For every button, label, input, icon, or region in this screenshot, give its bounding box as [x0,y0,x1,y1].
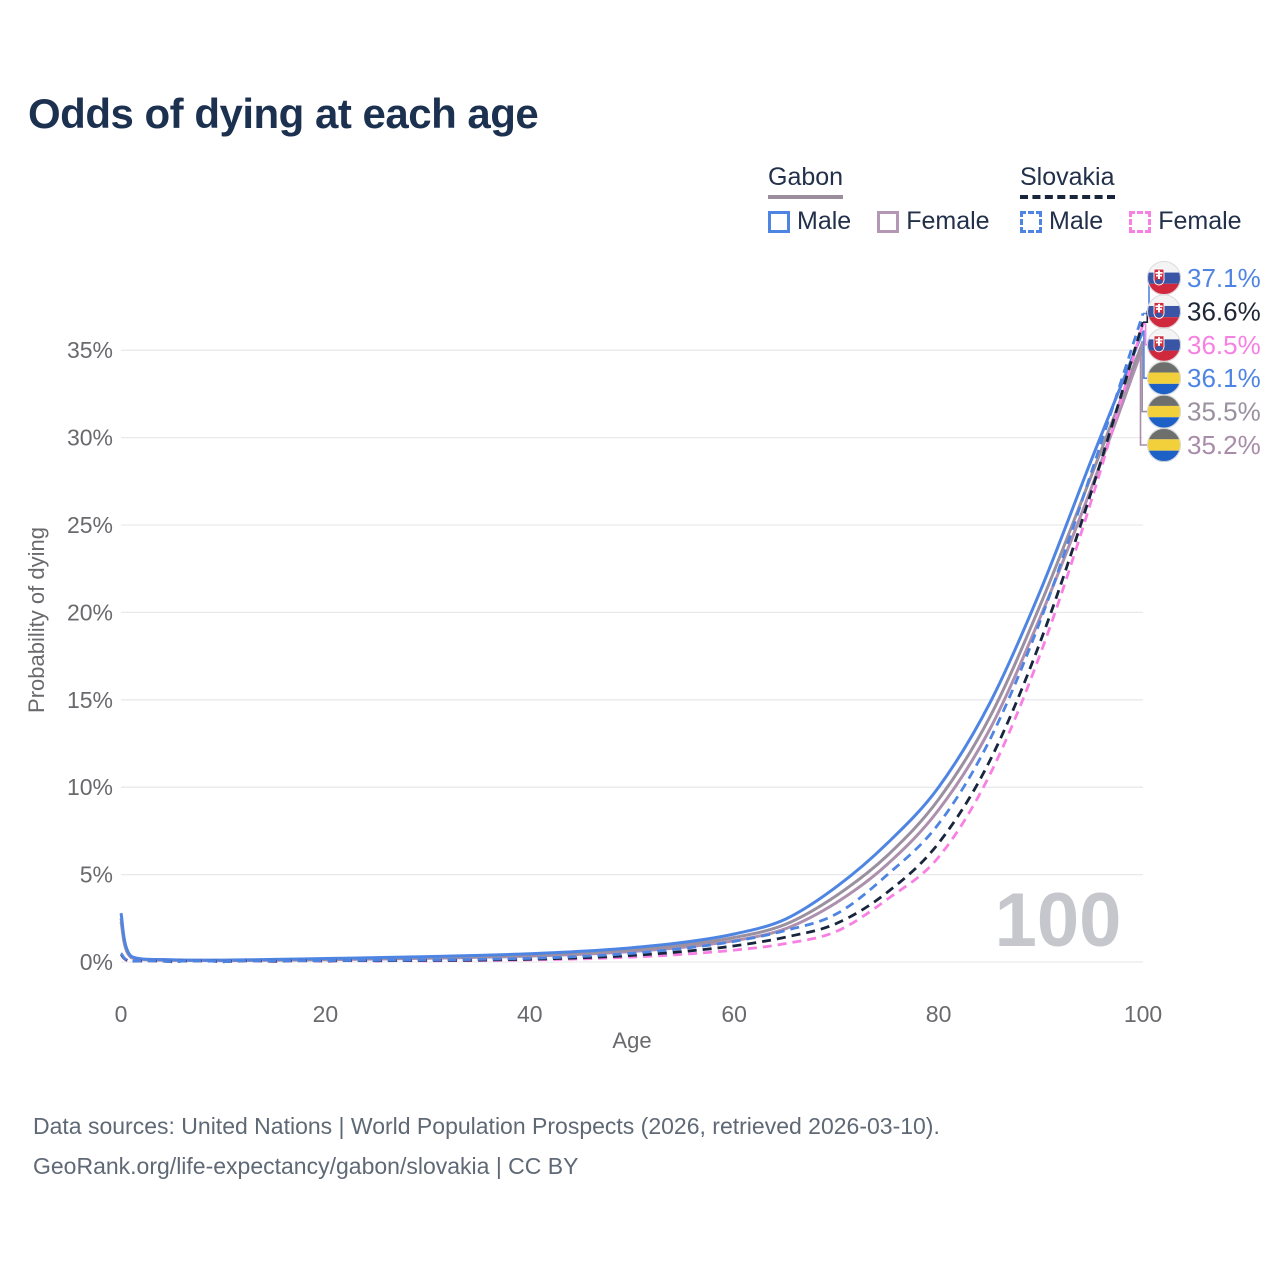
x-tick-label: 80 [926,1001,952,1027]
age-watermark: 100 [995,878,1122,963]
x-tick-label: 60 [721,1001,747,1027]
y-tick-label: 0% [80,949,113,975]
end-label-connector [1139,345,1150,446]
series-line-gabon-both [119,340,1145,962]
end-value-label-slovakia-female: 36.5% [1187,330,1261,360]
flag-icon-slovakia [1147,294,1181,329]
legend-group-gabon: Gabon Male Female [768,163,990,236]
end-value-label-gabon-female: 35.2% [1187,430,1261,460]
x-tick-label: 40 [517,1001,543,1027]
flag-icon-slovakia [1147,261,1181,295]
legend-label-slovakia-male: Male [1049,207,1104,235]
footer: Data sources: United Nations | World Pop… [33,1106,940,1186]
end-value-label-slovakia-male: 37.1% [1187,263,1261,293]
legend-group-slovakia: Slovakia Male Female [1020,163,1242,236]
legend-label-slovakia-female: Female [1158,207,1242,235]
end-value-label-gabon-both: 35.5% [1187,397,1261,427]
slovakia-emblem [1153,268,1165,286]
y-tick-label: 20% [67,599,113,625]
legend-label-gabon-female: Female [906,207,990,235]
page-title: Odds of dying at each age [28,90,539,137]
y-tick-label: 15% [67,687,113,713]
legend-item-gabon-male[interactable]: Male [768,207,851,236]
y-tick-label: 10% [67,774,113,800]
end-label-connector [1143,330,1150,379]
end-value-label-slovakia-both: 36.6% [1187,296,1261,326]
flag-icon-gabon [1147,428,1181,462]
legend-country-slovakia[interactable]: Slovakia [1020,163,1115,199]
slovakia-male-swatch-icon [1020,210,1042,233]
mortality-line-chart[interactable]: 0% 5% 10% 15% 20% 25% 30% 35% 0 20 40 60 80 100 Age Pro… [0,0,1280,1090]
gabon-male-swatch-icon [768,210,790,233]
legend-item-slovakia-male[interactable]: Male [1020,207,1103,236]
y-tick-label: 35% [67,337,113,363]
end-value-label-gabon-male: 36.1% [1187,363,1261,393]
data-sources-text: Data sources: United Nations | World Pop… [33,1113,940,1139]
series-line-gabon-female [119,346,1145,963]
legend-item-gabon-female[interactable]: Female [877,207,990,236]
legend-label-gabon-male: Male [797,207,852,235]
y-axis-title: Probability of dying [24,527,49,713]
y-tick-label: 25% [67,512,113,538]
end-label-connector [1141,340,1150,413]
slovakia-emblem [1153,335,1165,353]
slovakia-emblem [1153,301,1165,319]
legend-country-gabon[interactable]: Gabon [768,163,844,199]
x-tick-label: 20 [313,1001,339,1027]
attribution-text: GeoRank.org/life-expectancy/gabon/slovak… [33,1153,579,1179]
flag-icon-slovakia [1147,327,1181,362]
x-axis-title: Age [612,1028,651,1053]
gabon-female-swatch-icon [877,210,900,233]
flag-icon-gabon [1147,361,1181,396]
series-line-slovakia-both [119,321,1145,964]
y-tick-label: 5% [80,862,113,888]
legend-item-slovakia-female[interactable]: Female [1129,207,1242,236]
y-tick-label: 30% [67,425,113,451]
series-line-slovakia-female [120,323,1145,964]
series-line-gabon-male [119,330,1145,962]
x-tick-label: 100 [1124,1001,1162,1027]
legend: Gabon Male Female Slovakia Male [0,163,1280,243]
x-tick-label: 0 [115,1001,128,1027]
slovakia-female-swatch-icon [1129,210,1152,233]
series-line-slovakia-male [119,313,1145,964]
flag-icon-gabon [1147,394,1181,429]
